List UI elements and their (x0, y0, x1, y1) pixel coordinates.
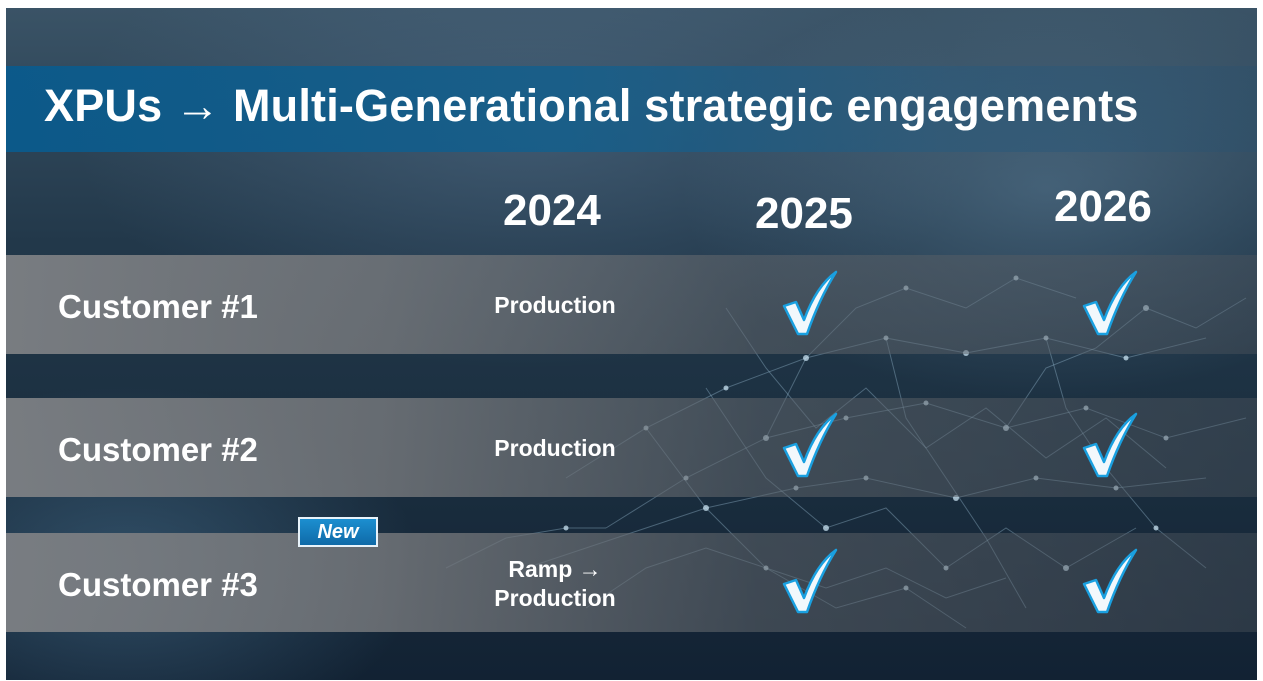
slide-title: XPUs → Multi-Generational strategic enga… (44, 80, 1139, 131)
customer-3-status-line-1: Ramp → (508, 556, 602, 582)
year-header-2026: 2026 (1054, 182, 1152, 231)
customer-3-status-line-2: Production (494, 585, 616, 611)
checkmark-icon (782, 548, 838, 614)
customer-3-status-2024: Ramp → Production (470, 555, 640, 613)
checkmark-icon (782, 270, 838, 336)
row-band-customer-3 (6, 533, 1257, 632)
customer-3-label: Customer #3 (58, 566, 258, 603)
customer-2-label: Customer #2 (58, 431, 258, 468)
customer-1-status-2024: Production (494, 292, 616, 318)
checkmark-icon (1082, 412, 1138, 478)
customer-2-status-2024: Production (494, 435, 616, 461)
new-badge: New (298, 517, 378, 547)
year-header-2025: 2025 (755, 189, 853, 238)
customer-1-label: Customer #1 (58, 288, 258, 325)
row-band-customer-2 (6, 398, 1257, 497)
checkmark-icon (782, 412, 838, 478)
title-band (6, 66, 1257, 152)
checkmark-icon (1082, 548, 1138, 614)
checkmark-icon (1082, 270, 1138, 336)
year-header-2024: 2024 (503, 186, 601, 235)
row-band-customer-1 (6, 255, 1257, 354)
